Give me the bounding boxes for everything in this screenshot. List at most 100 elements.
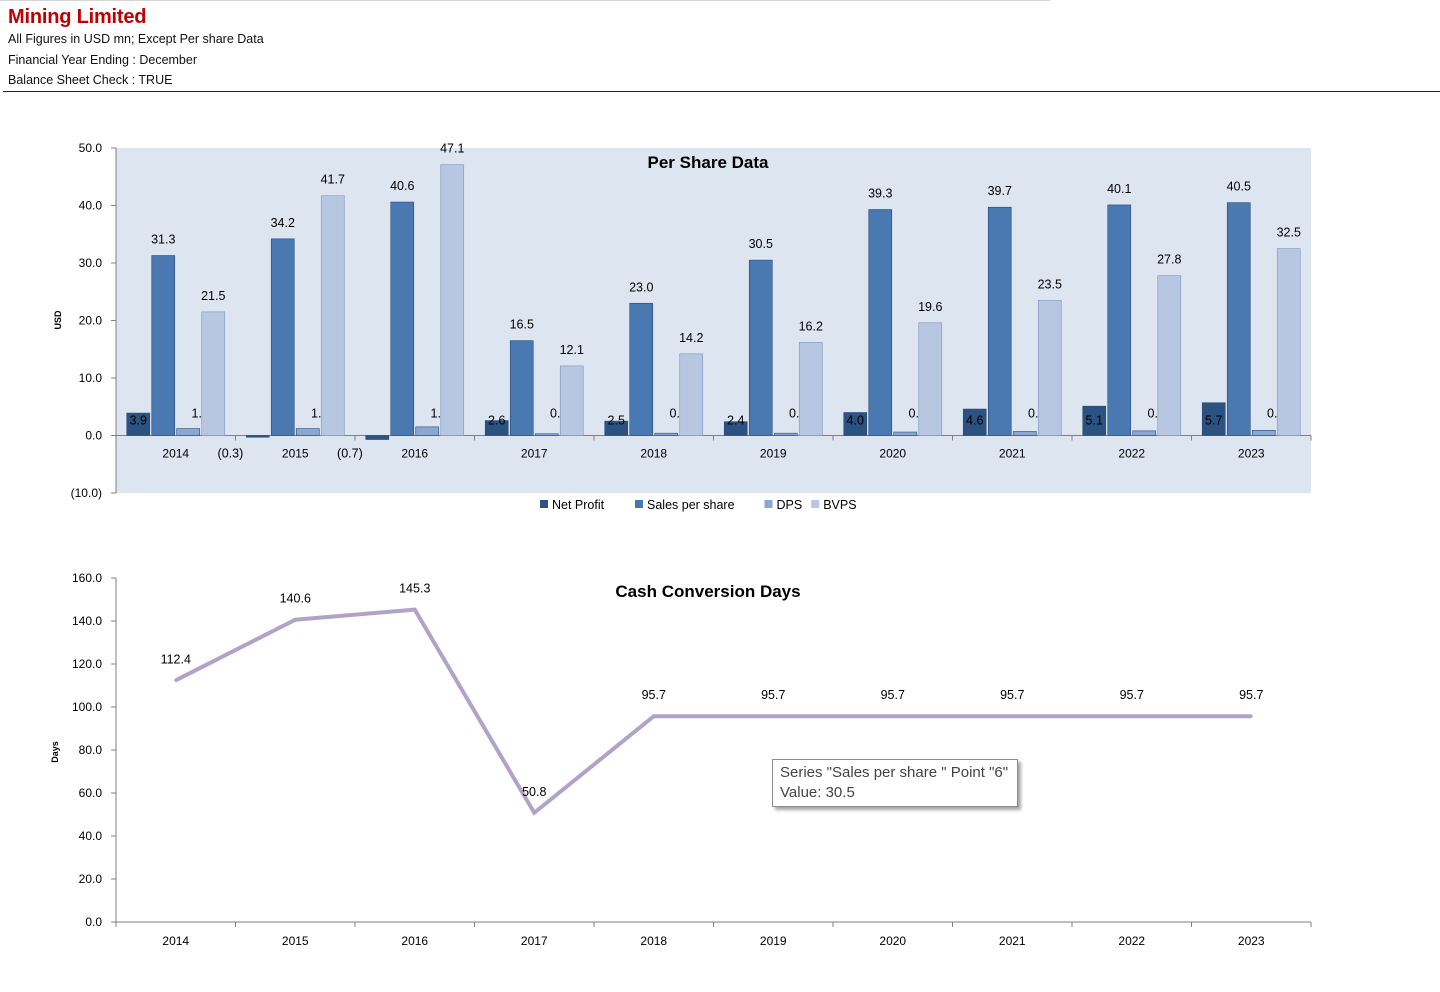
data-label: 23.5 xyxy=(1038,277,1062,291)
y-tick-label: 0.0 xyxy=(85,915,102,929)
data-label: 39.7 xyxy=(988,184,1012,198)
chart-tooltip: Series "Sales per share " Point "6" Valu… xyxy=(772,759,1018,807)
data-label: 2.6 xyxy=(488,414,505,428)
y-tick-label: 120.0 xyxy=(72,657,102,671)
data-label: 40.5 xyxy=(1227,180,1251,194)
bar xyxy=(654,432,679,436)
data-point xyxy=(771,714,775,718)
data-label: 95.7 xyxy=(1120,688,1144,702)
y-tick-label: 30.0 xyxy=(79,256,103,270)
data-label: 40.6 xyxy=(390,179,414,193)
bar xyxy=(151,255,176,436)
bar xyxy=(1201,402,1226,436)
data-label: 19.6 xyxy=(918,300,942,314)
top-rule xyxy=(0,0,1050,1)
y-tick-label: 20.0 xyxy=(79,872,103,886)
y-tick-label: 40.0 xyxy=(79,199,103,213)
data-point xyxy=(891,714,895,718)
data-point xyxy=(1010,714,1014,718)
x-tick-label: 2022 xyxy=(1118,447,1145,461)
bar xyxy=(509,340,534,436)
x-tick-label: 2017 xyxy=(521,934,548,948)
y-axis-title: Days xyxy=(50,741,60,763)
x-tick-label: 2020 xyxy=(879,447,906,461)
data-label: 5.1 xyxy=(1086,414,1103,428)
header-rule xyxy=(3,91,1440,92)
data-label: 95.7 xyxy=(642,688,666,702)
data-label: 2.5 xyxy=(608,414,625,428)
bar xyxy=(390,201,415,436)
legend-swatch xyxy=(811,500,820,508)
x-tick-label: 2019 xyxy=(760,934,787,948)
data-point xyxy=(1249,714,1253,718)
y-tick-label: 80.0 xyxy=(79,743,103,757)
y-tick-label: (10.0) xyxy=(71,486,102,500)
x-tick-label: 2021 xyxy=(999,934,1026,948)
data-label: 140.6 xyxy=(280,592,311,606)
report-header: Mining Limited All Figures in USD mn; Ex… xyxy=(8,5,264,91)
data-label: (0.3) xyxy=(218,447,244,461)
data-point xyxy=(293,618,297,622)
data-label: 50.8 xyxy=(522,785,546,799)
bar xyxy=(798,342,823,436)
bar xyxy=(559,365,584,436)
bar xyxy=(365,435,390,440)
bar xyxy=(1012,431,1037,436)
bar xyxy=(962,408,987,436)
company-name: Mining Limited xyxy=(8,6,147,28)
bar xyxy=(629,302,654,436)
legend-label: DPS xyxy=(777,498,803,512)
figures-note: All Figures in USD mn; Except Per share … xyxy=(8,32,264,46)
data-label: 3.9 xyxy=(130,414,147,428)
tooltip-series-line: Series "Sales per share " Point "6" xyxy=(780,764,1009,781)
bar xyxy=(1107,204,1132,436)
legend-label: Sales per share xyxy=(647,498,735,512)
bar xyxy=(1276,248,1301,436)
y-tick-label: 40.0 xyxy=(79,829,103,843)
bar xyxy=(245,435,270,438)
legend-swatch xyxy=(540,500,548,508)
data-label: 2.4 xyxy=(727,414,744,428)
bar xyxy=(1157,275,1182,436)
x-tick-label: 2014 xyxy=(162,447,189,461)
data-point xyxy=(532,811,536,815)
data-label: 27.8 xyxy=(1157,253,1181,267)
y-tick-label: 160.0 xyxy=(72,571,102,585)
data-label: 47.1 xyxy=(440,142,464,156)
series-line xyxy=(174,607,1252,816)
legend-label: BVPS xyxy=(823,498,856,512)
tooltip-value-line: Value: 30.5 xyxy=(780,784,855,801)
data-label: 41.7 xyxy=(321,173,345,187)
legend-swatch xyxy=(635,500,643,508)
bar xyxy=(987,206,1012,436)
data-label: 145.3 xyxy=(399,582,430,596)
data-label: 14.2 xyxy=(679,331,703,345)
y-axis-title: USD xyxy=(53,310,63,330)
bar xyxy=(868,209,893,436)
data-label: 32.5 xyxy=(1277,226,1301,240)
x-tick-label: 2022 xyxy=(1118,934,1145,948)
bar xyxy=(604,420,629,436)
bar xyxy=(201,311,226,436)
bar xyxy=(295,428,320,436)
bar xyxy=(1132,430,1157,436)
data-label: 39.3 xyxy=(868,187,892,201)
chart-title: Per Share Data xyxy=(648,153,769,172)
bar xyxy=(176,428,201,436)
bar xyxy=(126,412,151,436)
bar xyxy=(679,353,704,436)
bar xyxy=(415,426,440,436)
y-tick-label: 60.0 xyxy=(79,786,103,800)
bar xyxy=(1037,300,1062,436)
bar xyxy=(723,421,748,436)
bar xyxy=(918,322,943,436)
data-point xyxy=(652,714,656,718)
data-point xyxy=(1130,714,1134,718)
bar xyxy=(270,238,295,436)
x-tick-label: 2021 xyxy=(999,447,1026,461)
x-tick-label: 2020 xyxy=(879,934,906,948)
legend-label: Net Profit xyxy=(552,498,605,512)
y-tick-label: 50.0 xyxy=(79,141,103,155)
y-tick-label: 20.0 xyxy=(79,314,103,328)
